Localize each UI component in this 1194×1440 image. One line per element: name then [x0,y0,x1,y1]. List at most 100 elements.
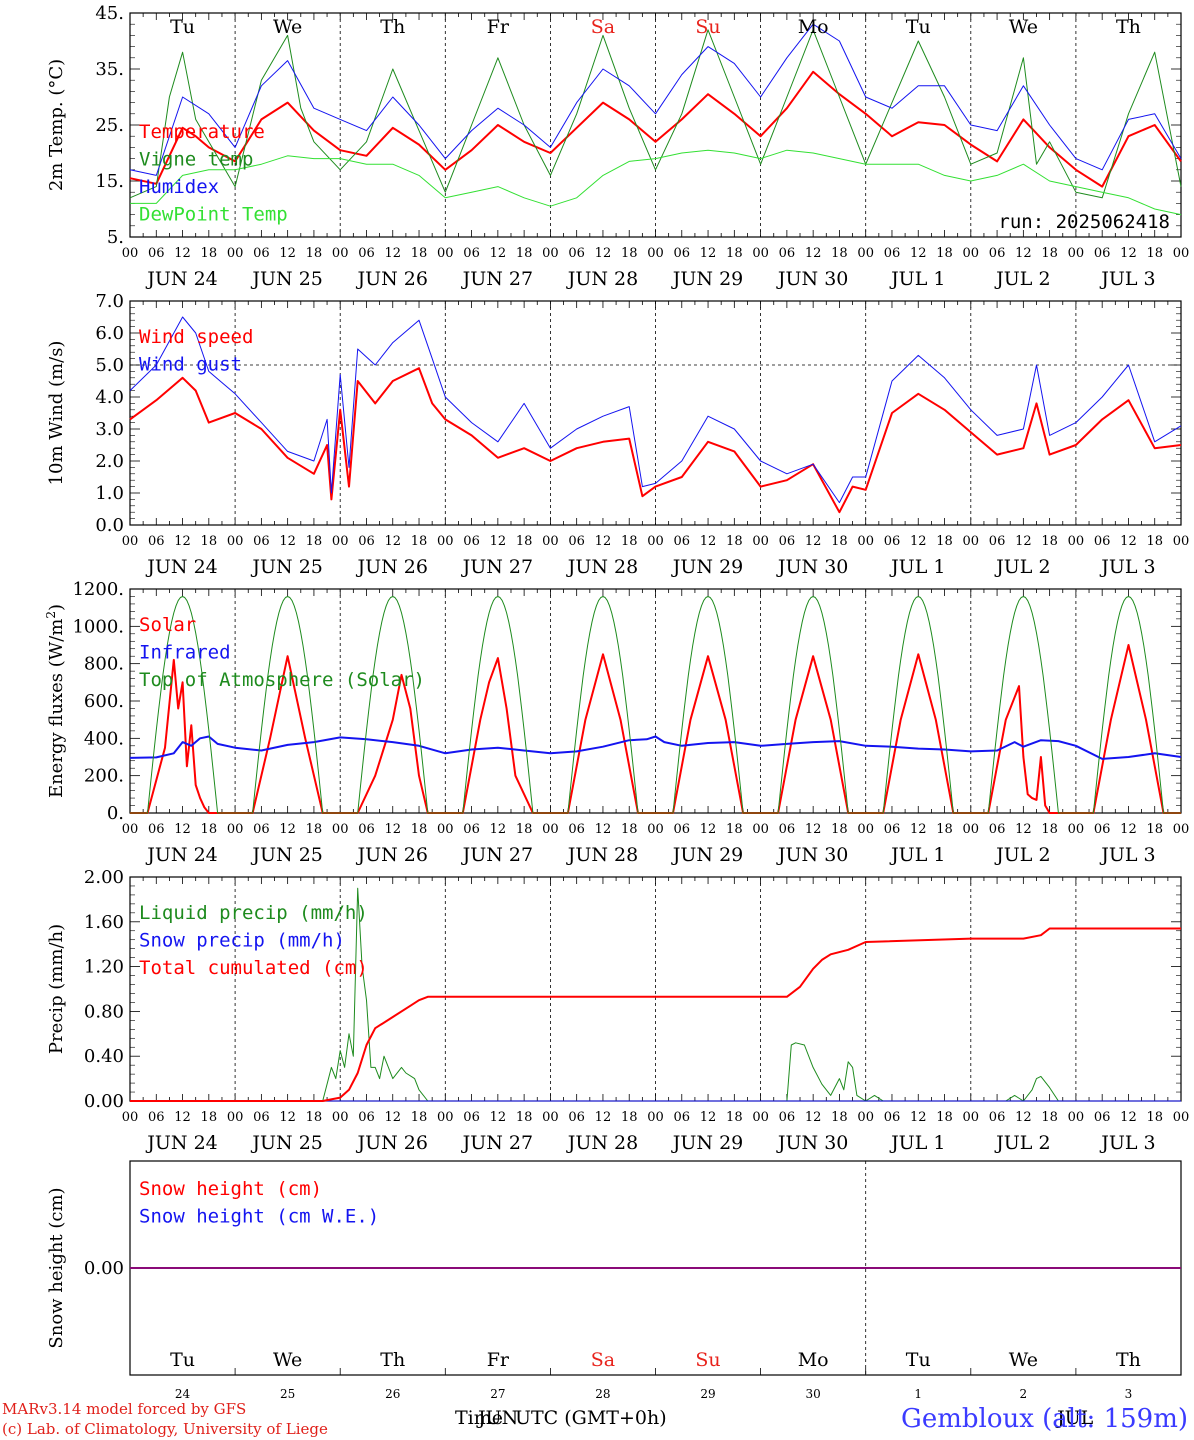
date-label: JUL 3 [1099,556,1155,578]
hour-tick-label: 12 [595,822,612,837]
series-line-wind-speed [129,367,1182,514]
hour-tick-label: 18 [1146,1110,1163,1125]
hour-tick-label: 00 [227,534,244,549]
hour-tick-label: 06 [253,534,270,549]
y-tick-label: 0.80 [84,1001,124,1022]
hour-tick-label: 00 [963,534,980,549]
hour-tick-label: 06 [884,534,901,549]
day-name-label: Mo [798,1349,829,1371]
hour-tick-label: 00 [857,822,874,837]
y-axis-label: Energy fluxes (W/m2) [44,604,67,798]
hour-tick-label: 12 [910,1110,927,1125]
hour-tick-label: 06 [884,1110,901,1125]
series-line-dewpoint-temp [130,149,1182,216]
y-axis-label: Snow height (cm) [46,1187,67,1348]
hour-tick-label: 06 [148,1110,165,1125]
day-name-label: We [1009,1349,1038,1371]
day-number-label: 29 [700,1387,715,1401]
date-label: JUL 2 [994,268,1050,290]
series-line-temperature [129,70,1182,188]
day-name-label: We [273,16,302,38]
date-label: JUN 24 [145,844,217,866]
hour-tick-label: 00 [1173,1110,1190,1125]
hour-tick-label: 06 [253,822,270,837]
y-tick-label: 3.0 [95,419,124,440]
hour-tick-label: 00 [332,822,349,837]
legend-entry: Vigne temp [139,149,253,171]
hour-tick-label: 18 [201,246,218,261]
hour-tick-label: 06 [779,534,796,549]
hour-tick-label: 06 [568,246,585,261]
y-tick-label: 0.00 [84,1258,124,1279]
hour-tick-label: 18 [411,1110,428,1125]
hour-tick-label: 12 [910,246,927,261]
hour-tick-label: 18 [726,246,743,261]
day-name-label: Th [1116,16,1141,38]
date-label: JUN 24 [145,556,217,578]
date-label: JUN 29 [671,1132,743,1154]
hour-tick-label: 06 [253,1110,270,1125]
x-axis-title-utc: UTC (GMT+0h) [515,1407,667,1429]
hour-tick-label: 06 [463,246,480,261]
day-name-label: Su [695,1349,720,1371]
hour-tick-label: 06 [568,1110,585,1125]
day-name-label: Tu [170,1349,195,1371]
y-tick-label: 5. [107,227,124,248]
day-name-label: Th [1116,1349,1141,1371]
day-name-label: Su [695,16,720,38]
y-tick-label: 1.60 [84,912,124,933]
hour-tick-label: 12 [910,534,927,549]
date-label: JUN 30 [776,1132,848,1154]
hour-tick-label: 12 [174,822,191,837]
hour-tick-label: 18 [936,246,953,261]
hour-tick-label: 06 [1094,534,1111,549]
hour-tick-label: 12 [279,246,296,261]
series-line-liquid-precip-mm-h- [130,887,1181,1102]
hour-tick-label: 06 [148,246,165,261]
series-line-vigne-temp [129,29,1182,199]
hour-tick-label: 18 [621,246,638,261]
day-name-label: Fr [487,1349,510,1371]
hour-tick-label: 00 [437,1110,454,1125]
hour-tick-label: 18 [936,1110,953,1125]
hour-tick-label: 00 [963,1110,980,1125]
date-label: JUN 26 [356,268,428,290]
date-label: JUN 30 [776,556,848,578]
hour-tick-label: 00 [1173,822,1190,837]
date-label: JUL 2 [994,1132,1050,1154]
day-name-label: We [1009,16,1038,38]
date-label: JUN 26 [356,556,428,578]
hour-tick-label: 12 [595,534,612,549]
date-label: JUN 24 [145,1132,217,1154]
date-label: JUN 27 [461,1132,533,1154]
hour-tick-label: 06 [989,534,1006,549]
hour-tick-label: 00 [1068,1110,1085,1125]
date-label: JUL 1 [889,844,945,866]
hour-tick-label: 06 [674,534,691,549]
hour-tick-label: 18 [726,822,743,837]
hour-tick-label: 18 [516,246,533,261]
legend-entry: Humidex [139,176,219,198]
hour-tick-label: 18 [1041,822,1058,837]
hour-tick-label: 12 [700,822,717,837]
hour-tick-label: 12 [279,534,296,549]
day-number-label: 1 [914,1387,922,1401]
legend-entry: Infrared [139,642,231,664]
hour-tick-label: 06 [1094,1110,1111,1125]
legend-entry: Snow height (cm) [139,1178,322,1200]
hour-tick-label: 06 [884,246,901,261]
hour-tick-label: 00 [1068,246,1085,261]
panel-2: 10m Wind (m/s) [46,300,1182,526]
credit-line-1: MARv3.14 model forced by GFS [2,1400,247,1418]
hour-tick-label: 12 [384,822,401,837]
hour-tick-label: 00 [332,1110,349,1125]
series-line-total-cumulated-cm- [130,927,1181,1102]
hour-tick-label: 12 [174,246,191,261]
hour-tick-label: 06 [358,246,375,261]
day-name-label: Tu [906,16,931,38]
y-tick-label: 0.0 [95,515,124,536]
hour-tick-label: 18 [306,822,323,837]
hour-tick-label: 18 [1041,534,1058,549]
hour-tick-label: 00 [647,246,664,261]
hour-tick-label: 12 [490,822,507,837]
